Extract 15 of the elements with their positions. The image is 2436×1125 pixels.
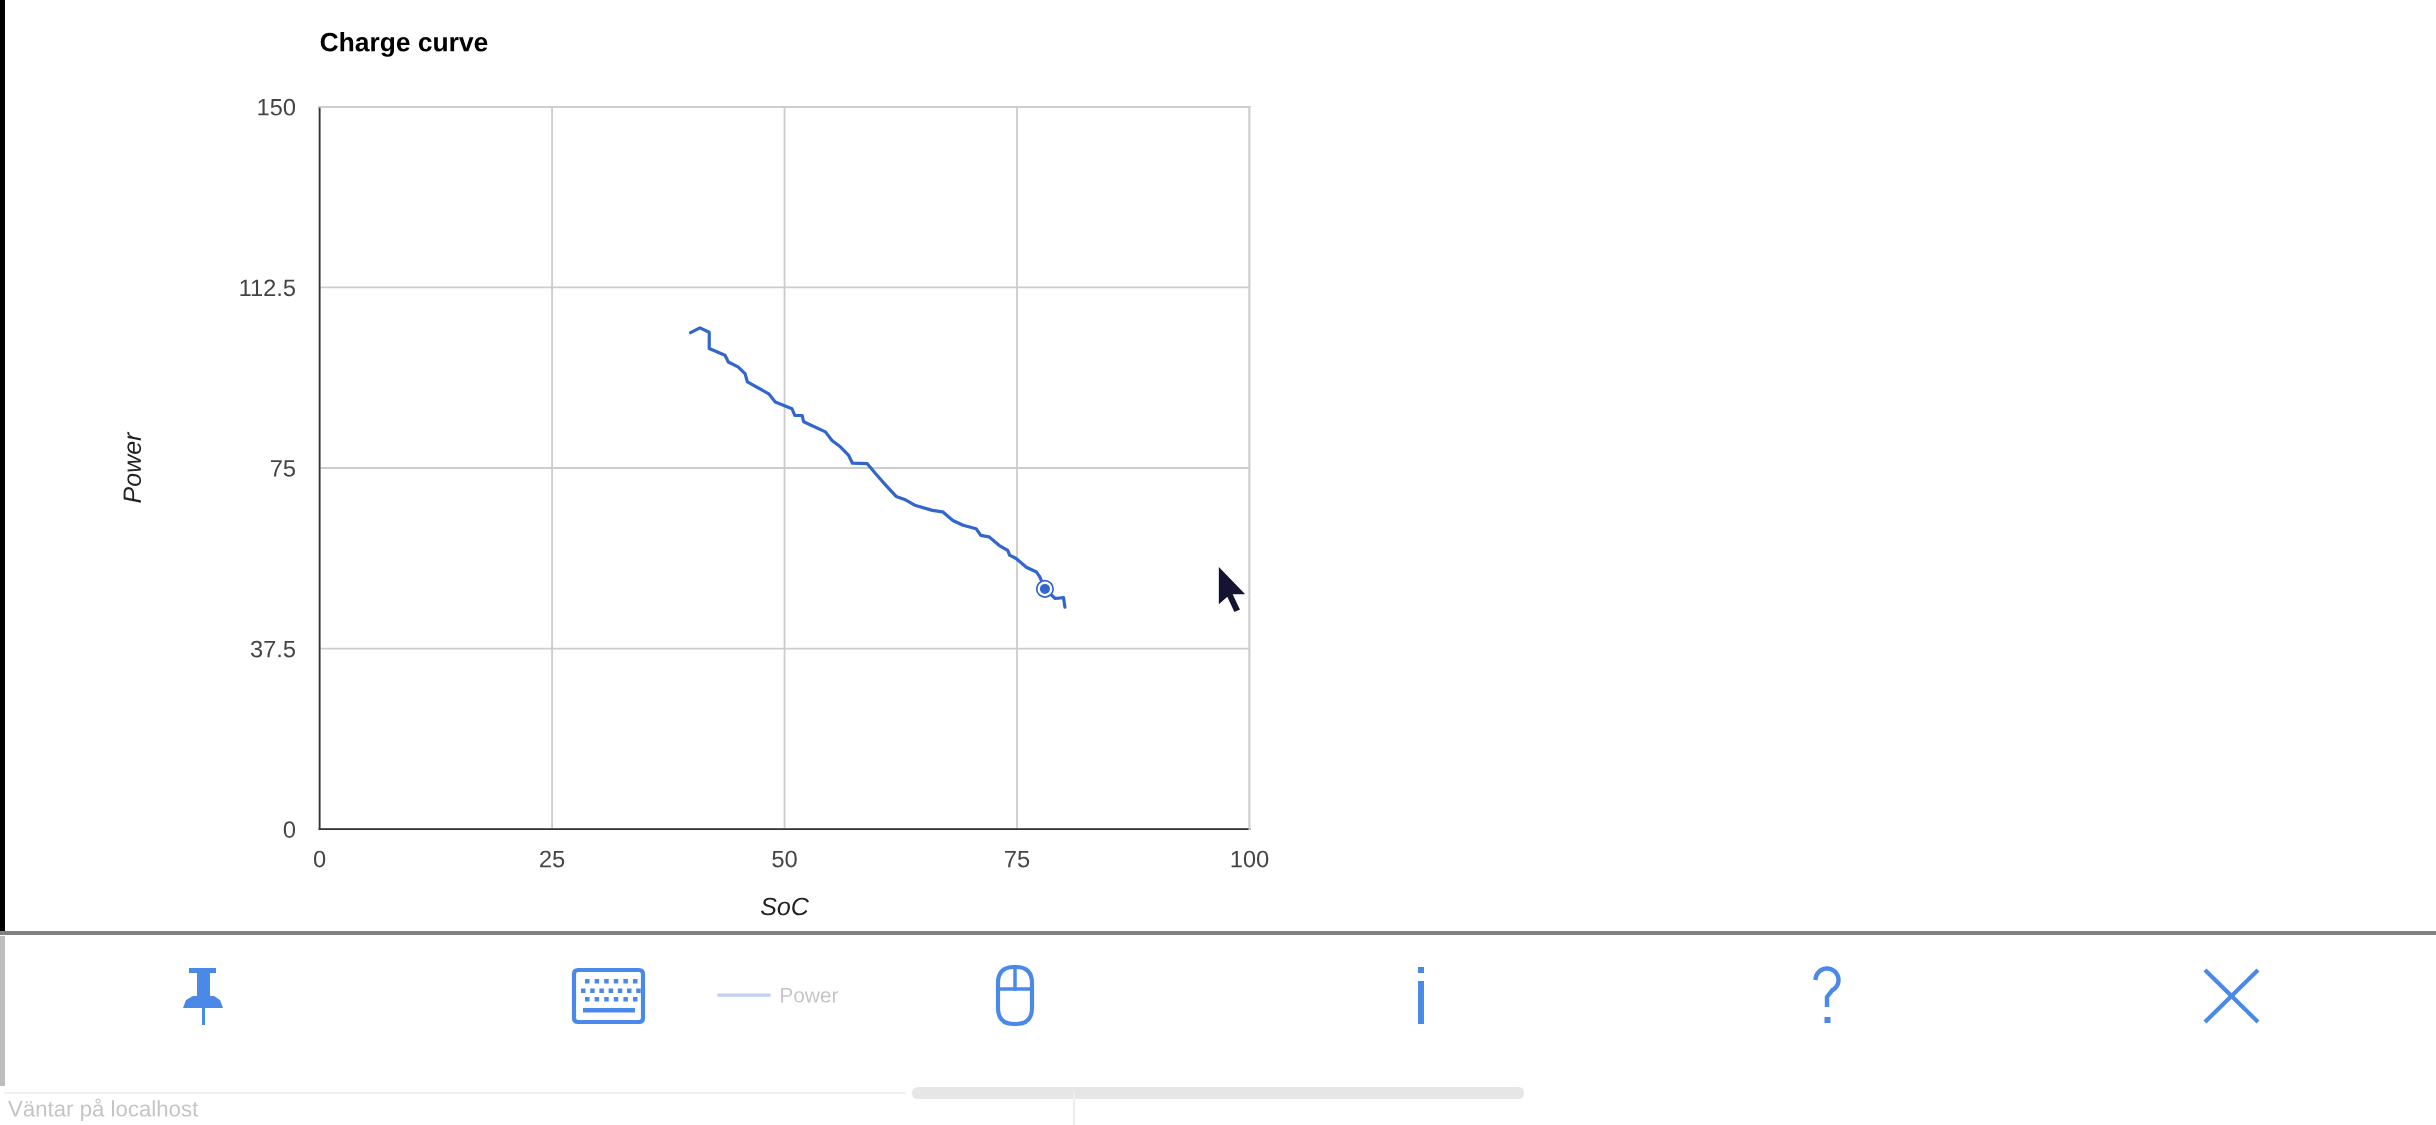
- x-tick-label: 100: [1231, 850, 1269, 868]
- chart-title: Charge curve: [320, 32, 488, 57]
- y-axis-title: Power: [123, 431, 142, 503]
- y-tick-label: 0: [283, 821, 296, 838]
- x-tick-label: 25: [540, 850, 565, 868]
- y-tick-label: 37.5: [250, 640, 295, 658]
- y-tick-label: 75: [270, 460, 295, 477]
- y-tick-label: 150: [258, 98, 296, 116]
- x-tick-label: 0: [313, 850, 326, 868]
- y-tick-label: 112.5: [240, 279, 295, 297]
- x-tick-label: 50: [772, 850, 797, 868]
- x-axis-title: SoC: [760, 897, 809, 916]
- legend-label: Power: [781, 988, 839, 1003]
- x-tick-label: 75: [1005, 850, 1030, 868]
- text: Väntar på localhost: [8, 1098, 199, 1121]
